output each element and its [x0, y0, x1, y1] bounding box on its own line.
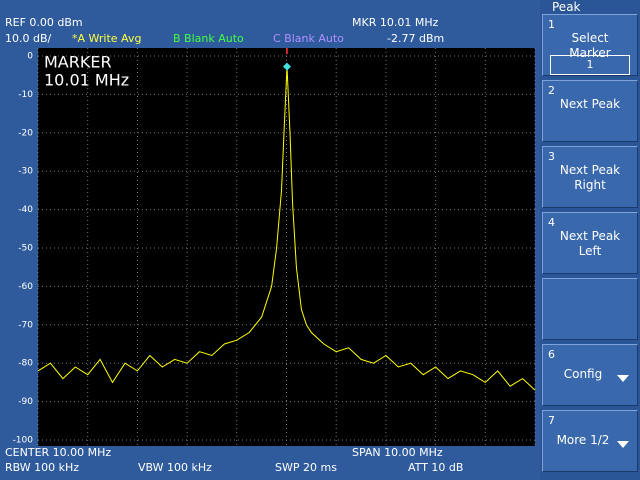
y-tick-label: -70 — [18, 320, 33, 330]
softkey-label: Config — [563, 367, 603, 381]
y-tick-label: -90 — [18, 397, 33, 407]
trace-c: C Blank Auto — [273, 32, 344, 45]
sweep: SWP 20 ms — [275, 461, 337, 474]
softkey-number: 1 — [548, 18, 555, 31]
softkey[interactable]: 4 Next Peak Left — [542, 212, 638, 274]
softkey-number: 3 — [548, 150, 555, 163]
y-tick-label: -10 — [18, 90, 33, 100]
trace-b: B Blank Auto — [173, 32, 244, 45]
softkey[interactable]: 2 Next Peak — [542, 80, 638, 142]
menu-title: Peak — [552, 0, 581, 14]
dropdown-arrow — [617, 441, 629, 448]
softkey[interactable]: 3 Next Peak Right — [542, 146, 638, 208]
softkey[interactable]: 1 Select Marker 1 — [542, 14, 638, 76]
trace-a: *A Write Avg — [72, 32, 142, 45]
marker-level: -2.77 dBm — [387, 32, 445, 45]
softkey-number: 2 — [548, 84, 555, 97]
plot-area — [38, 48, 535, 446]
center-freq: CENTER 10.00 MHz — [5, 446, 112, 459]
y-tick-label: -80 — [18, 359, 33, 369]
vbw: VBW 100 kHz — [138, 461, 212, 474]
softkey-menu: Peak 1 Select Marker 1 2 Next Peak 3 Next Peak… — [540, 0, 640, 480]
y-tick-label: -20 — [18, 128, 33, 138]
attenuation: ATT 10 dB — [408, 461, 464, 474]
y-tick-label: -50 — [18, 244, 33, 254]
y-tick-label: -100 — [13, 436, 34, 446]
softkey-value: 1 — [550, 55, 630, 75]
softkey-label: Select Marker — [569, 31, 611, 60]
marker-title: MARKER — [44, 53, 112, 72]
y-tick-label: -60 — [18, 282, 33, 292]
dropdown-arrow — [617, 375, 629, 382]
softkey-label: Next Peak — [559, 97, 621, 111]
span: SPAN 10.00 MHz — [352, 446, 443, 459]
softkey-label: Next Peak Left — [559, 229, 621, 258]
softkey-label: More 1/2 — [556, 433, 610, 447]
spectrum-plot: MARKER 10.01 MHz 0 -10 -20 -30 -40 -50 -60 -70 -… — [13, 48, 536, 446]
ref-level: REF 0.00 dBm — [5, 16, 83, 29]
marker-freq: MKR 10.01 MHz — [352, 16, 439, 29]
y-tick-label: -30 — [18, 167, 33, 177]
softkey[interactable]: 6 Config — [542, 344, 638, 406]
scale: 10.0 dB/ — [5, 32, 52, 45]
marker-freq-overlay: 10.01 MHz — [44, 71, 129, 90]
softkey[interactable] — [542, 278, 638, 340]
softkey-number: 4 — [548, 216, 555, 229]
peak-marker — [282, 62, 291, 71]
y-tick-label: 0 — [27, 52, 33, 62]
softkey-number: 6 — [548, 348, 555, 361]
y-tick-label: -40 — [18, 205, 33, 215]
softkey-label: Next Peak Right — [559, 163, 621, 192]
softkey[interactable]: 7 More 1/2 — [542, 410, 638, 472]
softkey-number: 7 — [548, 414, 555, 427]
rbw: RBW 100 kHz — [5, 461, 80, 474]
